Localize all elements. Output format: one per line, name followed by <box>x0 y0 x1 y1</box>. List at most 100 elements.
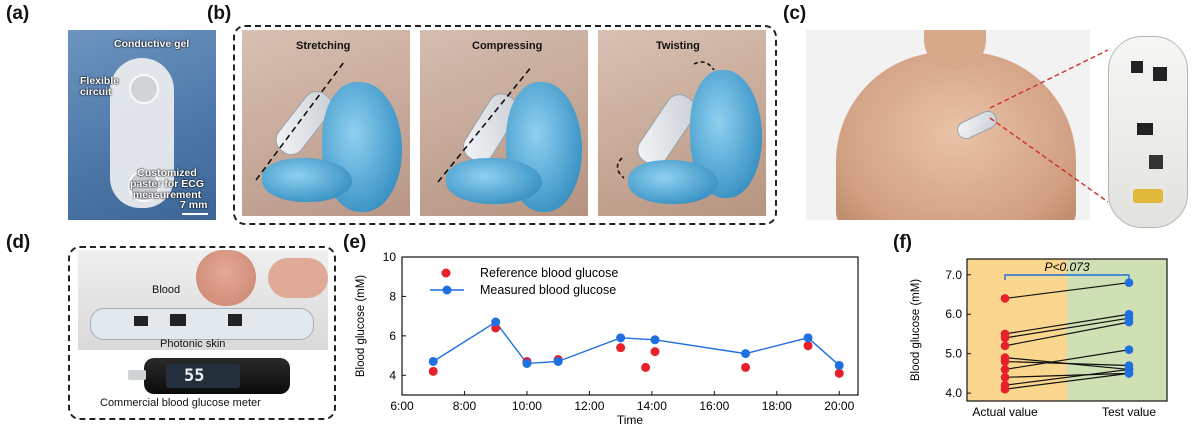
test-point <box>1124 317 1134 327</box>
y-tick-label: 4 <box>389 368 396 382</box>
panel-label-f: (f) <box>893 232 912 253</box>
panel-label-a: (a) <box>6 3 30 24</box>
chip <box>1149 155 1163 169</box>
x-tick-label: 12:00 <box>574 399 604 413</box>
panel-label-b: (b) <box>207 3 232 24</box>
legend-measured-marker <box>442 285 452 295</box>
pair-line <box>1004 317 1130 339</box>
x-tick-label: 14:00 <box>637 399 667 413</box>
photo-stretching: Stretching <box>242 30 410 216</box>
meter-reading: 55 <box>184 366 205 386</box>
actual-point <box>1000 341 1010 351</box>
pair-line <box>1004 282 1130 300</box>
reference-point <box>616 343 626 353</box>
measured-point <box>741 349 751 359</box>
y-tick-label: 8 <box>389 289 396 303</box>
torso <box>836 52 1076 220</box>
pair-line <box>1004 372 1130 390</box>
reference-point <box>834 368 844 378</box>
photonic-skin-strip <box>90 308 314 340</box>
actual-point <box>1000 384 1010 394</box>
battery <box>1133 189 1163 203</box>
photo-finger-device: Blood Photonic skin <box>78 250 328 350</box>
pair-line <box>1004 360 1130 367</box>
test-point <box>1124 369 1134 378</box>
photo-chest <box>806 30 1090 220</box>
y-tick-label: 10 <box>383 250 397 264</box>
annotation-photonic-skin: Photonic skin <box>160 338 226 350</box>
x-tick-label: 16:00 <box>699 399 729 413</box>
finger <box>196 250 256 306</box>
legend-reference-marker <box>441 268 451 278</box>
actual-point <box>1000 373 1010 382</box>
chip <box>170 314 186 326</box>
p-value-annotation: P<0.073 <box>1044 260 1089 274</box>
chart-f: 4.0 5.0 6.0 7.0 Blood glucose (mM) Actual val… <box>910 258 1168 419</box>
actual-point <box>1000 365 1010 374</box>
measured-point <box>553 356 563 366</box>
measured-point <box>428 356 438 366</box>
x-tick-label: 20:00 <box>824 399 854 413</box>
pair-line <box>1004 368 1130 386</box>
motion-arrows <box>255 61 715 183</box>
glove-icon <box>446 158 542 204</box>
plot-frame <box>966 258 1168 402</box>
reference-point <box>741 362 751 372</box>
glove-icon <box>262 158 352 202</box>
y-tick-label: 5.0 <box>945 347 962 361</box>
scale-bar <box>182 213 208 215</box>
subtitle-stretching: Stretching <box>296 40 351 52</box>
measured-point <box>491 317 501 327</box>
measured-point <box>522 358 532 368</box>
category-label-actual: Actual value <box>972 405 1038 419</box>
meter-screen: 55 <box>166 364 240 388</box>
pair-line <box>1004 313 1130 335</box>
chip <box>228 314 242 326</box>
y-tick-label: 4.0 <box>945 386 962 400</box>
annotation-conductive-gel: Conductive gel <box>114 38 190 50</box>
reference-point <box>428 366 438 376</box>
x-tick-label: 6:00 <box>390 399 414 413</box>
compress-guide-line <box>437 65 533 183</box>
category-label-test: Test value <box>1102 405 1156 419</box>
y-axis-label: Blood glucose (mM) <box>355 275 367 377</box>
plot-frame <box>401 256 859 396</box>
measured-point <box>834 360 844 370</box>
reference-point <box>803 341 813 351</box>
pair-line <box>1004 372 1130 378</box>
stretch-guide-line <box>255 61 345 181</box>
scale-bar-label: 7 mm <box>180 199 208 211</box>
y-tick-label: 7.0 <box>945 268 962 282</box>
meter-caption: Commercial blood glucose meter <box>100 397 261 409</box>
photo-ecg-patch: Conductive gel Flexible circuit Customiz… <box>68 30 216 220</box>
actual-point <box>1000 357 1010 366</box>
reference-point <box>650 347 660 357</box>
zoom-lines <box>989 49 1109 203</box>
panel-d-frame <box>68 246 336 420</box>
photo-compressing: Compressing <box>420 30 588 216</box>
device-closeup <box>1108 36 1188 228</box>
chip <box>1131 61 1143 73</box>
legend-reference-label: Reference blood glucose <box>480 266 618 280</box>
meter-strip-port <box>128 370 146 380</box>
y-axis-label: Blood glucose (mM) <box>910 279 922 381</box>
panel-label-c: (c) <box>783 3 807 24</box>
y-tick-label: 6 <box>389 329 396 343</box>
x-tick-label: 18:00 <box>762 399 792 413</box>
test-region <box>1067 259 1167 401</box>
panel-label-e: (e) <box>343 232 367 253</box>
measured-point <box>650 335 660 345</box>
panel-label-d: (d) <box>6 232 31 253</box>
actual-point <box>1000 333 1010 343</box>
twist-arrow-bottom <box>616 157 625 179</box>
x-tick-label: 10:00 <box>512 399 542 413</box>
annotation-flexible-circuit: Flexible circuit <box>80 75 120 98</box>
pair-line <box>1004 349 1130 371</box>
legend-measured-label: Measured blood glucose <box>480 283 616 297</box>
x-axis-label: Time <box>617 413 644 425</box>
actual-point <box>1000 294 1010 303</box>
test-point <box>1124 278 1134 287</box>
chart-e: 6:00 8:00 10:00 12:00 14:00 16:00 18:00 20:00 4 6… <box>355 250 859 425</box>
subtitle-twisting: Twisting <box>656 40 700 52</box>
measured-point <box>616 333 626 343</box>
